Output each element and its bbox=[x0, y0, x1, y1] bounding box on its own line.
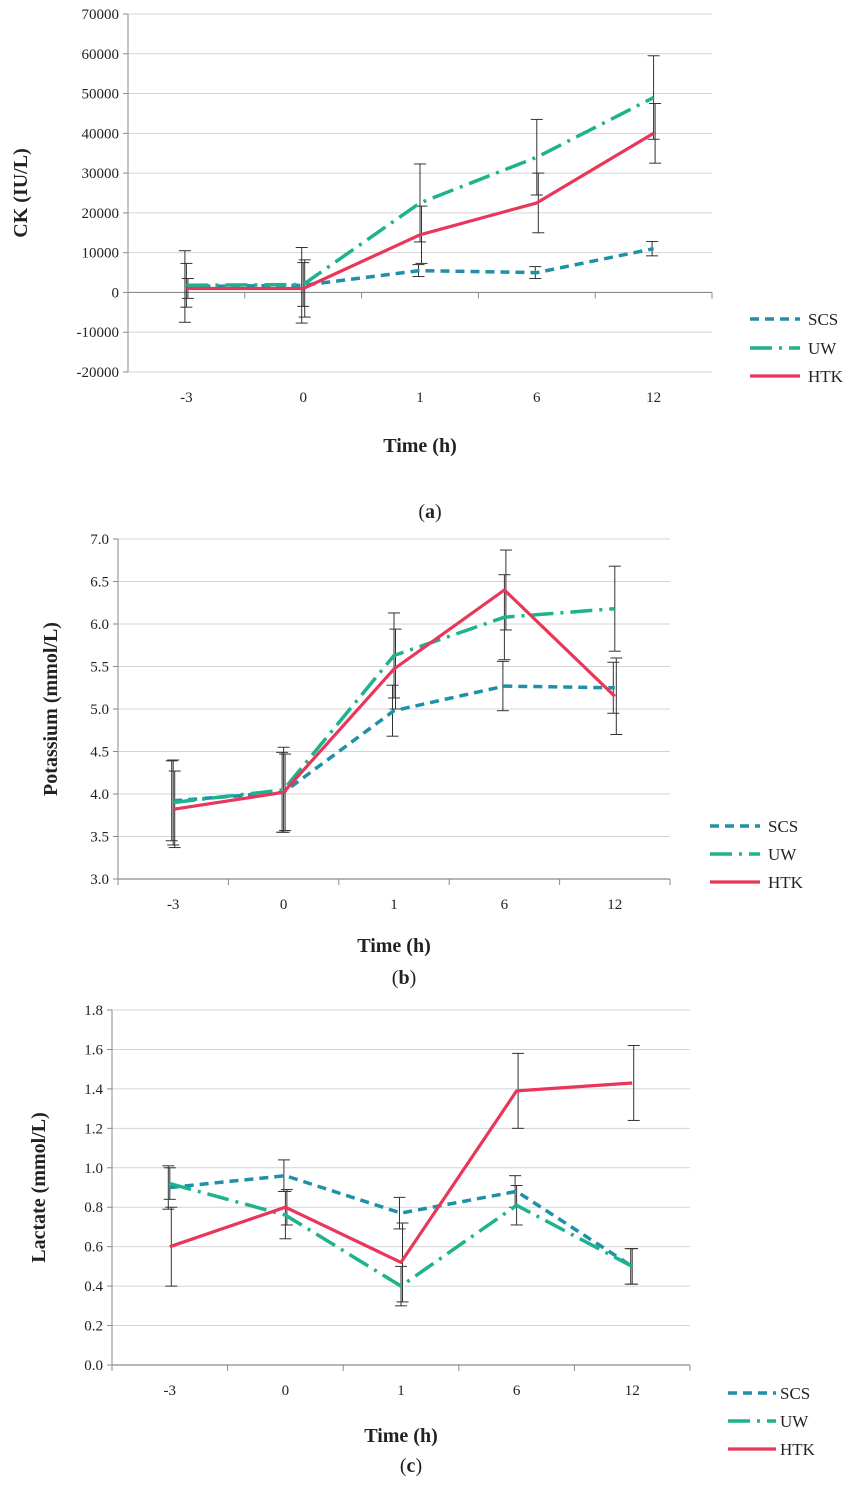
y-tick-label: -20000 bbox=[77, 365, 120, 381]
y-tick-label: 70000 bbox=[82, 7, 120, 23]
y-tick-label: 1.4 bbox=[84, 1082, 103, 1098]
caption-close: ) bbox=[435, 501, 442, 523]
x-tick-label: 1 bbox=[397, 1383, 405, 1399]
y-axis-title: Potassium (mmol/L) bbox=[40, 622, 62, 796]
y-tick-label: 1.2 bbox=[84, 1121, 103, 1137]
panel-caption: (b) bbox=[392, 967, 416, 989]
caption-close: ) bbox=[415, 1455, 422, 1477]
x-tick-label: 12 bbox=[607, 897, 622, 913]
panel-caption: (a) bbox=[418, 501, 441, 523]
y-tick-label: 1.0 bbox=[84, 1161, 103, 1177]
y-tick-label: 6.5 bbox=[90, 575, 109, 591]
y-tick-label: 4.5 bbox=[90, 745, 109, 761]
panel-caption: (c) bbox=[400, 1455, 422, 1477]
y-tick-label: 0.6 bbox=[84, 1240, 103, 1256]
y-tick-label: 3.5 bbox=[90, 830, 109, 846]
caption-open: ( bbox=[400, 1455, 407, 1477]
series-line-scs bbox=[186, 246, 654, 289]
y-tick-label: 3.0 bbox=[90, 872, 109, 888]
x-tick-label: 6 bbox=[501, 897, 509, 913]
series-line-htk bbox=[172, 588, 616, 811]
y-tick-label: 60000 bbox=[82, 47, 120, 63]
y-tick-label: 5.0 bbox=[90, 702, 109, 718]
y-tick-label: 6.0 bbox=[90, 617, 109, 633]
x-tick-label: 6 bbox=[513, 1383, 521, 1399]
y-tick-label: 1.8 bbox=[84, 1003, 103, 1019]
series-line-scs bbox=[173, 684, 615, 803]
legend-label-htk: HTK bbox=[808, 367, 844, 386]
caption-open: ( bbox=[392, 967, 399, 989]
x-tick-label: 1 bbox=[416, 390, 424, 406]
caption-close: ) bbox=[410, 967, 417, 989]
x-tick-label: 6 bbox=[533, 390, 541, 406]
x-axis-title: Time (h) bbox=[357, 935, 431, 957]
x-tick-label: 0 bbox=[299, 390, 307, 406]
legend-label-htk: HTK bbox=[780, 1440, 816, 1459]
caption-letter: b bbox=[398, 967, 409, 989]
legend-label-scs: SCS bbox=[768, 817, 798, 836]
y-tick-label: 30000 bbox=[82, 166, 120, 182]
x-tick-label: 12 bbox=[646, 390, 661, 406]
series-line-htk bbox=[169, 1081, 633, 1265]
caption-open: ( bbox=[418, 501, 425, 523]
x-tick-label: 0 bbox=[282, 1383, 290, 1399]
x-axis-title: Time (h) bbox=[364, 1425, 438, 1447]
caption-letter: a bbox=[425, 501, 435, 523]
x-tick-label: -3 bbox=[164, 1383, 177, 1399]
chart-c: 0.0 0.2 0.4 0.6 0.8 1.0 1.2 1.4 1.6 1.8 -3 0 1 6 12 Lac… bbox=[28, 1003, 816, 1477]
y-tick-label: 0.4 bbox=[84, 1279, 103, 1295]
x-tick-label: 0 bbox=[280, 897, 288, 913]
series-line-scs bbox=[169, 1173, 634, 1268]
y-tick-label: 0.2 bbox=[84, 1319, 103, 1335]
x-tick-label: 12 bbox=[625, 1383, 640, 1399]
y-tick-label: 20000 bbox=[82, 206, 120, 222]
legend-label-uw: UW bbox=[768, 845, 797, 864]
y-axis-title: CK (IU/L) bbox=[10, 148, 32, 237]
y-tick-label: -10000 bbox=[77, 325, 120, 341]
y-tick-label: 0.8 bbox=[84, 1200, 103, 1216]
x-tick-label: -3 bbox=[180, 390, 193, 406]
y-tick-label: 50000 bbox=[82, 87, 120, 103]
legend-label-uw: UW bbox=[808, 339, 837, 358]
y-tick-label: 4.0 bbox=[90, 787, 109, 803]
y-axis-title: Lactate (mmol/L) bbox=[28, 1112, 50, 1263]
x-tick-label: 1 bbox=[390, 897, 398, 913]
y-tick-label: 1.6 bbox=[84, 1042, 103, 1058]
series-line-htk bbox=[186, 131, 655, 291]
y-tick-label: 5.5 bbox=[90, 660, 109, 676]
y-tick-label: 10000 bbox=[82, 246, 120, 262]
legend-label-scs: SCS bbox=[808, 310, 838, 329]
caption-letter: c bbox=[407, 1455, 416, 1477]
legend-label-scs: SCS bbox=[780, 1384, 810, 1403]
y-tick-label: 0.0 bbox=[84, 1358, 103, 1374]
legend-label-uw: UW bbox=[780, 1412, 809, 1431]
y-tick-label: 7.0 bbox=[90, 532, 109, 548]
series-line-uw bbox=[173, 606, 615, 805]
x-tick-label: -3 bbox=[167, 897, 180, 913]
x-axis-title: Time (h) bbox=[383, 435, 457, 457]
y-tick-label: 40000 bbox=[82, 126, 120, 142]
series-line-uw bbox=[169, 1181, 634, 1288]
y-tick-label: 0 bbox=[112, 285, 120, 301]
chart-a: -20000-100000100002000030000400005000060… bbox=[10, 7, 844, 523]
chart-b: 3.0 3.5 4.0 4.5 5.0 5.5 6.0 6.5 7.0 -3 0 1 6 12 Potass… bbox=[40, 532, 804, 989]
legend-label-htk: HTK bbox=[768, 873, 804, 892]
